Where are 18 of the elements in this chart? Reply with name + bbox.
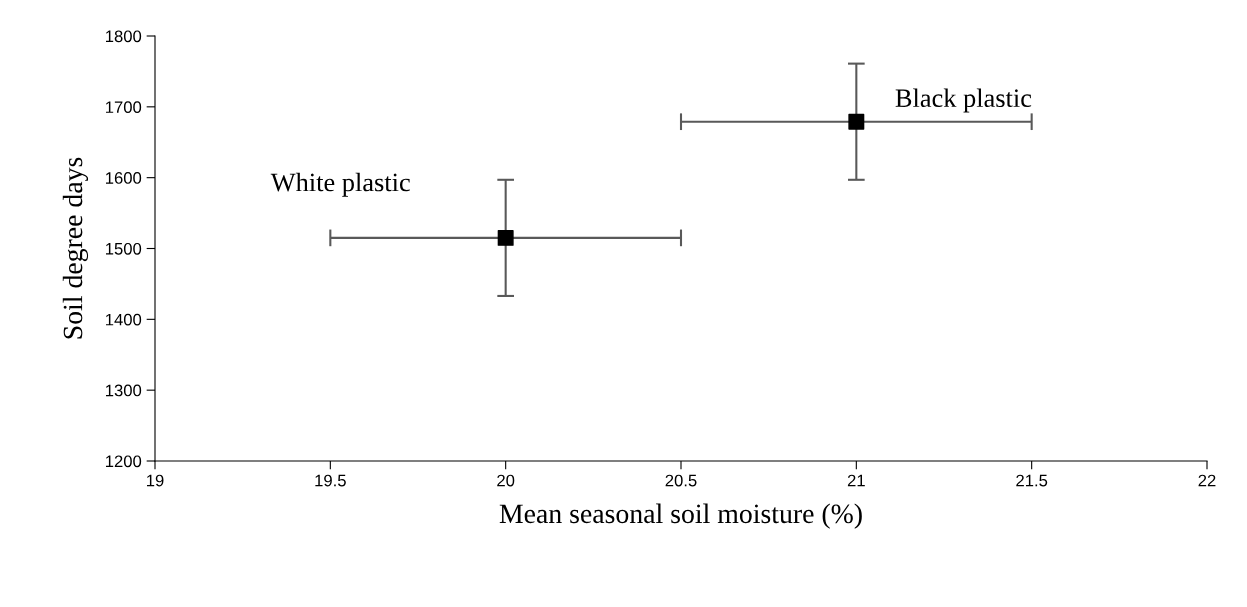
x-tick-label: 20	[497, 474, 515, 487]
x-tick-label: 21	[847, 474, 865, 487]
y-tick-label: 1500	[106, 242, 142, 255]
annotation: White plastic	[270, 172, 410, 197]
y-tick-label: 1400	[106, 313, 142, 326]
x-tick-label: 22	[1198, 474, 1216, 487]
annotation: Black plastic	[895, 88, 1032, 113]
y-tick-label: 1800	[106, 30, 142, 43]
x-tick-label: 19	[147, 474, 164, 487]
x-tick-label: 20.5	[665, 474, 697, 487]
y-tick-label: 1700	[106, 101, 142, 114]
y-tick-label: 1300	[106, 384, 142, 397]
y-tick-label: 1600	[106, 172, 142, 184]
y-axis-title: Soil degree days	[62, 157, 89, 339]
y-tick-label: 1200	[106, 455, 142, 468]
x-tick-label: 19.5	[315, 474, 346, 487]
x-axis-title: Mean seasonal soil moisture (%)	[499, 503, 862, 529]
x-tick-label: 21.5	[1016, 474, 1048, 487]
